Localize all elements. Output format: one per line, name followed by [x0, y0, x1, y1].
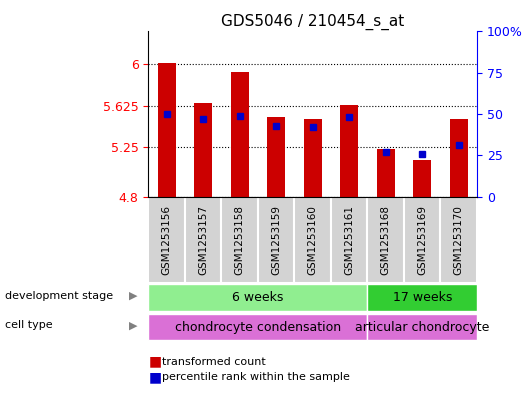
Text: 6 weeks: 6 weeks — [232, 291, 284, 304]
Bar — [295, 196, 331, 283]
Bar — [231, 72, 249, 196]
Text: GSM1253160: GSM1253160 — [308, 205, 317, 275]
Bar — [267, 117, 285, 196]
Bar — [404, 196, 440, 283]
Text: GSM1253169: GSM1253169 — [417, 205, 427, 275]
Text: transformed count: transformed count — [162, 356, 266, 367]
Bar — [413, 160, 431, 196]
Text: GSM1253168: GSM1253168 — [381, 205, 391, 275]
Bar — [148, 196, 185, 283]
Bar — [367, 314, 477, 340]
Bar — [304, 119, 322, 196]
Title: GDS5046 / 210454_s_at: GDS5046 / 210454_s_at — [221, 14, 404, 30]
Text: GSM1253161: GSM1253161 — [344, 205, 354, 275]
Bar — [258, 196, 295, 283]
Text: ▶: ▶ — [129, 291, 138, 301]
Bar — [185, 196, 222, 283]
Bar — [367, 285, 477, 311]
Text: GSM1253159: GSM1253159 — [271, 205, 281, 275]
Bar — [331, 196, 367, 283]
Bar — [194, 103, 213, 196]
Bar — [222, 196, 258, 283]
Bar — [148, 285, 367, 311]
Text: GSM1253170: GSM1253170 — [454, 205, 464, 275]
Text: chondrocyte condensation: chondrocyte condensation — [175, 321, 341, 334]
Text: articular chondrocyte: articular chondrocyte — [355, 321, 489, 334]
Bar — [157, 63, 176, 196]
Text: cell type: cell type — [5, 320, 53, 330]
Bar — [148, 314, 367, 340]
Bar — [377, 149, 395, 196]
Bar — [340, 105, 358, 196]
Text: GSM1253157: GSM1253157 — [198, 205, 208, 275]
Text: percentile rank within the sample: percentile rank within the sample — [162, 372, 349, 382]
Text: ▶: ▶ — [129, 320, 138, 330]
Text: development stage: development stage — [5, 291, 113, 301]
Text: ■: ■ — [148, 354, 162, 369]
Text: ■: ■ — [148, 370, 162, 384]
Bar — [367, 196, 404, 283]
Bar — [449, 119, 468, 196]
Text: 17 weeks: 17 weeks — [393, 291, 452, 304]
Text: GSM1253156: GSM1253156 — [162, 205, 172, 275]
Text: GSM1253158: GSM1253158 — [235, 205, 245, 275]
Bar — [440, 196, 477, 283]
